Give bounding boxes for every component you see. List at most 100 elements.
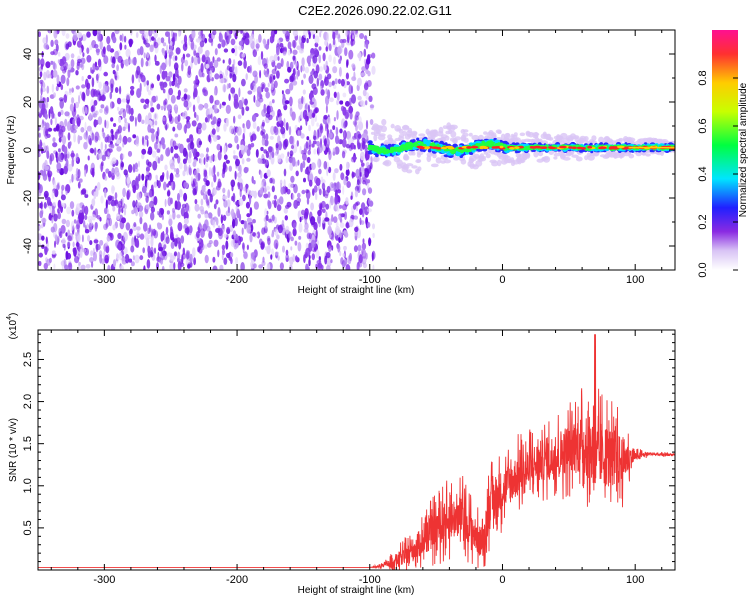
noise-blob (158, 258, 162, 264)
noise-blob (354, 215, 358, 220)
noise-blob (262, 256, 265, 263)
noise-blob (301, 189, 306, 195)
noise-blob (168, 87, 174, 96)
spectrogram-x-tick-label: 100 (626, 274, 644, 286)
noise-blob (111, 186, 116, 192)
snr-y-axis-title: SNR (10 * v/v) (8, 418, 19, 482)
noise-blob (99, 217, 102, 222)
noise-blob (332, 125, 336, 130)
noise-blob (164, 50, 168, 56)
noise-blob (84, 229, 90, 234)
noise-blob (300, 125, 303, 131)
noise-blob (83, 141, 88, 150)
noise-blob (125, 48, 131, 58)
noise-blob (258, 33, 262, 43)
noise-blob (258, 264, 263, 269)
noise-blob (367, 187, 373, 194)
colorbar-tick-label: 0.4 (697, 166, 709, 181)
noise-blob (310, 216, 316, 226)
noise-blob (324, 217, 330, 222)
noise-blob (246, 224, 251, 234)
noise-blob (80, 57, 86, 65)
noise-blob (320, 265, 324, 270)
signal-halo (488, 130, 494, 136)
noise-blob (61, 189, 64, 197)
noise-blob (267, 82, 270, 88)
noise-blob (100, 141, 104, 151)
noise-blob (176, 214, 181, 219)
noise-blob (269, 177, 273, 184)
noise-blob (157, 157, 161, 164)
noise-blob (339, 163, 343, 171)
noise-blob (209, 95, 214, 104)
noise-blob (217, 43, 222, 49)
noise-blob (357, 133, 362, 139)
noise-blob (345, 100, 350, 107)
noise-blob (110, 55, 113, 63)
signal-band-blob (431, 142, 435, 147)
noise-blob (165, 226, 169, 235)
snr-x-tick-label: -300 (93, 574, 115, 586)
signal-band-blob (443, 148, 449, 152)
noise-blob (333, 117, 336, 122)
signal-halo (373, 128, 382, 134)
noise-blob (350, 142, 355, 150)
noise-blob (38, 132, 41, 138)
noise-blob (332, 31, 336, 40)
signal-core (509, 147, 515, 150)
noise-blob (81, 234, 84, 243)
noise-blob (232, 230, 237, 238)
noise-blob (323, 63, 326, 71)
noise-blob (149, 128, 155, 134)
noise-blob (90, 105, 94, 113)
noise-blob (341, 150, 346, 159)
noise-blob (285, 122, 289, 131)
signal-halo (587, 154, 595, 161)
noise-blob (160, 154, 164, 162)
noise-blob (162, 230, 165, 241)
noise-blob (258, 158, 263, 165)
noise-blob (260, 50, 264, 60)
noise-blob (323, 76, 329, 86)
signal-halo (623, 138, 629, 143)
noise-blob (76, 40, 82, 48)
noise-blob (52, 48, 58, 56)
noise-blob (338, 66, 342, 77)
noise-blob (250, 224, 254, 232)
noise-blob (343, 250, 346, 259)
noise-blob (308, 31, 311, 40)
noise-blob (286, 60, 290, 69)
noise-blob (205, 153, 209, 163)
noise-blob (271, 185, 275, 193)
noise-blob (38, 31, 41, 38)
noise-blob (255, 43, 260, 49)
noise-blob (114, 131, 118, 140)
noise-blob (155, 174, 158, 180)
noise-blob (342, 38, 347, 43)
noise-blob (232, 73, 237, 83)
noise-blob (221, 39, 226, 48)
noise-blob (52, 142, 58, 148)
signal-halo (388, 137, 393, 145)
noise-blob (241, 78, 246, 87)
noise-blob (173, 167, 177, 172)
noise-blob (146, 80, 149, 86)
noise-blob (356, 138, 360, 147)
noise-blob (61, 30, 66, 37)
noise-blob (337, 138, 340, 145)
signal-core (616, 145, 625, 149)
noise-blob (332, 147, 336, 156)
noise-blob (104, 136, 109, 143)
noise-blob (238, 198, 244, 206)
noise-blob (230, 252, 234, 258)
noise-blob (143, 104, 147, 110)
signal-halo (426, 152, 433, 158)
signal-core (548, 146, 557, 150)
noise-blob (261, 158, 266, 165)
noise-blob (169, 262, 175, 270)
noise-blob (289, 107, 293, 117)
noise-blob (288, 157, 293, 163)
noise-blob (287, 49, 291, 56)
noise-blob (368, 238, 372, 244)
noise-blob (160, 37, 165, 44)
